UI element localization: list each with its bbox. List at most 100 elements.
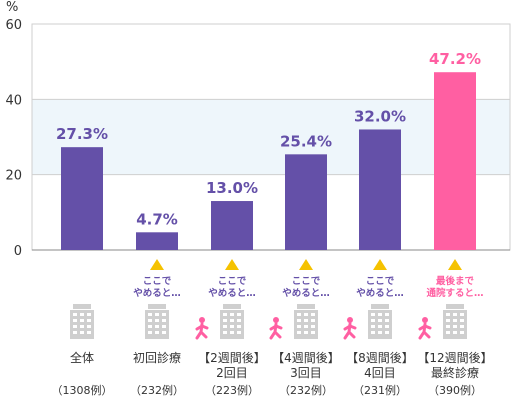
walking-person-icon: [269, 322, 283, 340]
annotation-line1: ここで: [218, 276, 247, 287]
annotation-line1: ここで: [292, 276, 321, 287]
annotation-line1: ここで: [366, 276, 395, 287]
value-label: 27.3%: [56, 125, 108, 143]
value-label: 13.0%: [206, 179, 258, 197]
building-window: [304, 313, 308, 316]
building-window: [230, 313, 234, 316]
building-window: [446, 313, 450, 316]
building-window: [378, 331, 382, 334]
bar: [136, 232, 178, 250]
category-sublabel: 4回目: [364, 366, 396, 380]
category-label: 【4週間後】: [272, 351, 340, 365]
category-label: 【2週間後】: [198, 351, 266, 365]
building-window: [162, 313, 166, 316]
walking-person-icon: [195, 322, 209, 340]
category-count: （231例）: [353, 383, 407, 397]
building-window: [162, 331, 166, 334]
building-window: [155, 331, 159, 334]
annotation-line2: やめると…: [208, 288, 256, 299]
category-count: （223例）: [205, 383, 259, 397]
building-window: [148, 331, 152, 334]
building-window: [446, 319, 450, 322]
building-window: [460, 319, 464, 322]
building-window: [453, 319, 457, 322]
building-window: [80, 319, 84, 322]
bar: [285, 154, 327, 250]
building-window: [378, 325, 382, 328]
value-label: 47.2%: [429, 50, 481, 68]
clinic-building-icon: [73, 304, 91, 309]
building-window: [311, 313, 315, 316]
building-window: [297, 313, 301, 316]
building-window: [304, 319, 308, 322]
building-window: [230, 325, 234, 328]
category-label: 全体: [70, 350, 94, 365]
building-window: [148, 313, 152, 316]
warning-triangle-icon: [299, 259, 313, 270]
clinic-building-icon: [371, 304, 389, 309]
building-window: [304, 325, 308, 328]
building-window: [371, 325, 375, 328]
building-window: [311, 319, 315, 322]
building-window: [371, 331, 375, 334]
clinic-building-icon: [446, 304, 464, 309]
y-tick-label: 20: [5, 169, 22, 184]
building-window: [237, 313, 241, 316]
y-tick-label: 60: [5, 18, 22, 33]
clinic-building-icon: [148, 304, 166, 309]
building-window: [162, 325, 166, 328]
building-window: [446, 331, 450, 334]
building-window: [297, 319, 301, 322]
building-window: [385, 331, 389, 334]
category-sublabel: 2回目: [216, 366, 248, 380]
clinic-building-icon: [223, 304, 241, 309]
building-window: [460, 313, 464, 316]
bar: [61, 147, 103, 250]
building-window: [460, 331, 464, 334]
category-count: （390例）: [428, 383, 482, 397]
y-tick-label: 0: [14, 244, 22, 259]
bar: [434, 72, 476, 250]
warning-triangle-icon: [225, 259, 239, 270]
building-window: [311, 331, 315, 334]
building-window: [237, 325, 241, 328]
building-window: [80, 325, 84, 328]
building-window: [311, 325, 315, 328]
walking-person-icon: [422, 317, 428, 323]
category-label: 初回診療: [133, 350, 181, 365]
building-window: [385, 313, 389, 316]
annotation-line2: 通院すると…: [426, 287, 483, 299]
building-window: [237, 319, 241, 322]
building-window: [460, 325, 464, 328]
building-window: [223, 331, 227, 334]
category-sublabel: 3回目: [290, 366, 322, 380]
walking-person-icon: [273, 317, 279, 323]
building-window: [385, 325, 389, 328]
annotation-line2: やめると…: [133, 288, 181, 299]
value-label: 32.0%: [354, 107, 406, 125]
category-sublabel: 最終診療: [431, 365, 479, 380]
walking-person-icon: [199, 317, 205, 323]
bar: [359, 129, 401, 250]
building-window: [87, 331, 91, 334]
building-window: [80, 313, 84, 316]
building-window: [237, 331, 241, 334]
bar: [211, 201, 253, 250]
building-window: [148, 319, 152, 322]
value-label: 4.7%: [136, 210, 178, 228]
building-window: [385, 319, 389, 322]
building-window: [87, 319, 91, 322]
annotation-line1: 最後まで: [436, 275, 475, 287]
building-window: [371, 313, 375, 316]
building-window: [230, 331, 234, 334]
annotation-line1: ここで: [143, 276, 172, 287]
building-window: [371, 319, 375, 322]
value-label: 25.4%: [280, 132, 332, 150]
building-window: [155, 319, 159, 322]
building-window: [87, 325, 91, 328]
building-window: [378, 313, 382, 316]
warning-triangle-icon: [150, 259, 164, 270]
building-window: [297, 331, 301, 334]
building-window: [87, 313, 91, 316]
